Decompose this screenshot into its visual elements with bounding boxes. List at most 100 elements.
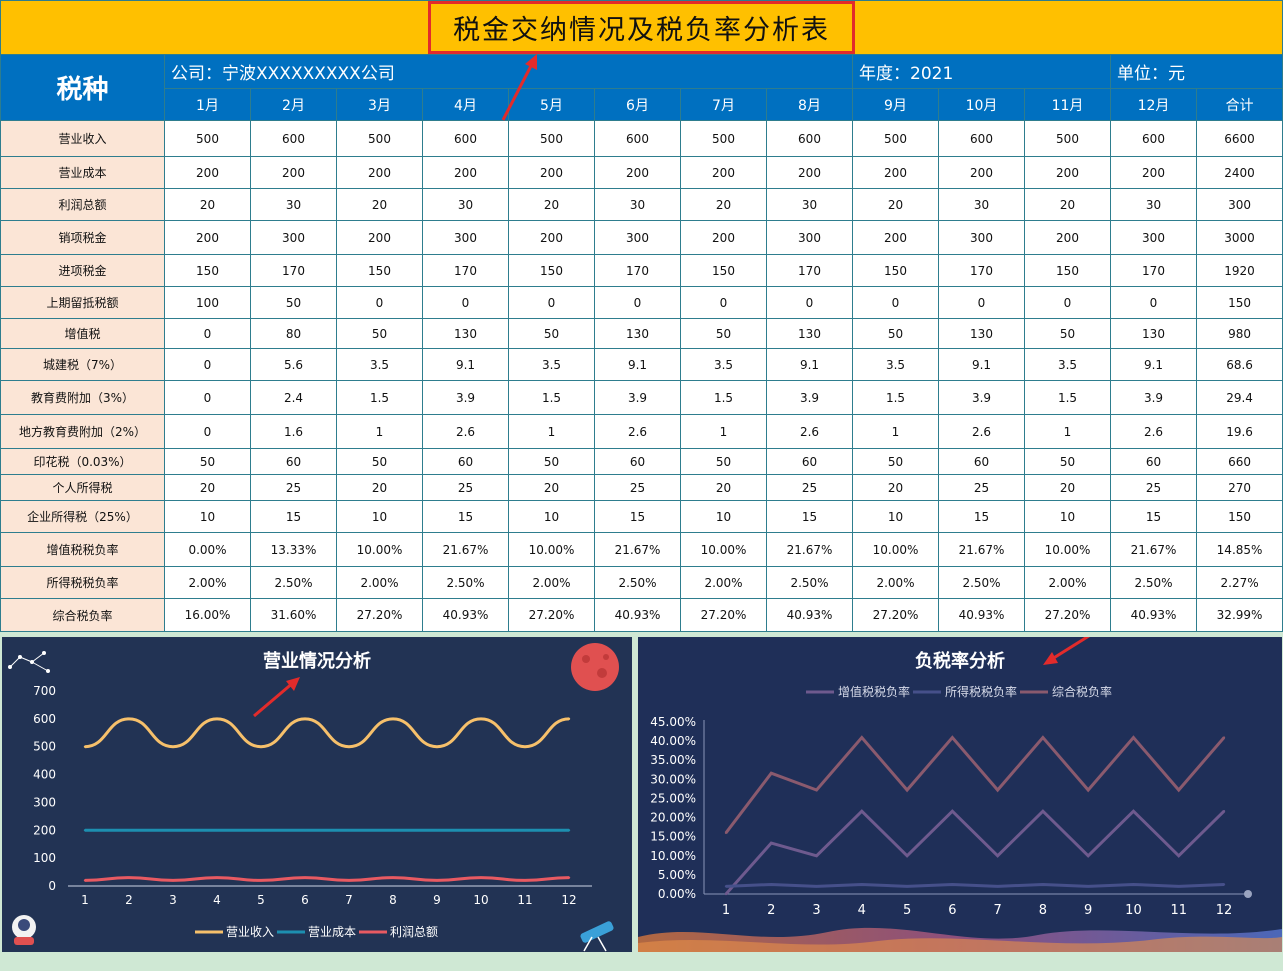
legend-label[interactable]: 营业收入 xyxy=(226,925,274,939)
table-cell[interactable]: 0 xyxy=(164,414,251,449)
table-cell[interactable]: 50 xyxy=(1024,318,1111,349)
data-point[interactable] xyxy=(479,717,483,721)
data-point[interactable] xyxy=(996,885,999,888)
row-label[interactable]: 个人所得税 xyxy=(0,474,165,501)
data-point[interactable] xyxy=(996,854,999,857)
table-cell[interactable]: 5.6 xyxy=(250,348,337,381)
table-cell[interactable]: 0 xyxy=(594,286,681,319)
data-point[interactable] xyxy=(171,745,175,748)
table-cell[interactable]: 50 xyxy=(852,318,939,349)
table-cell[interactable]: 3.9 xyxy=(938,380,1025,415)
data-point[interactable] xyxy=(127,829,131,832)
table-cell[interactable]: 50 xyxy=(164,448,251,475)
data-point[interactable] xyxy=(567,876,571,879)
data-point[interactable] xyxy=(815,854,818,857)
table-cell[interactable]: 40.93% xyxy=(594,598,681,632)
table-cell[interactable]: 200 xyxy=(1110,156,1197,189)
table-cell[interactable]: 10 xyxy=(852,500,939,533)
table-cell[interactable]: 50 xyxy=(508,448,595,475)
column-header[interactable]: 3月 xyxy=(336,88,423,121)
table-cell[interactable]: 150 xyxy=(336,254,423,287)
column-header[interactable]: 2月 xyxy=(250,88,337,121)
table-cell[interactable]: 2400 xyxy=(1195,156,1283,189)
data-point[interactable] xyxy=(1041,736,1045,739)
data-point[interactable] xyxy=(479,876,483,879)
table-cell[interactable]: 600 xyxy=(594,120,681,157)
table-cell[interactable]: 170 xyxy=(938,254,1025,287)
data-point[interactable] xyxy=(391,829,395,832)
data-point[interactable] xyxy=(1086,885,1090,888)
data-point[interactable] xyxy=(171,829,175,832)
table-cell[interactable]: 50 xyxy=(336,318,423,349)
table-cell[interactable]: 20 xyxy=(508,188,595,221)
table-cell[interactable]: 1 xyxy=(508,414,595,449)
table-cell[interactable]: 600 xyxy=(1110,120,1197,157)
row-label[interactable]: 上期留抵税额 xyxy=(0,286,165,319)
table-cell[interactable]: 1 xyxy=(852,414,939,449)
table-cell[interactable]: 3.5 xyxy=(680,348,767,381)
row-label[interactable]: 教育费附加（3%） xyxy=(0,380,165,415)
table-cell[interactable]: 200 xyxy=(164,220,251,255)
data-point[interactable] xyxy=(1177,885,1180,888)
legend-label[interactable]: 营业成本 xyxy=(308,925,356,939)
table-cell[interactable]: 50 xyxy=(1024,448,1111,475)
table-cell[interactable]: 500 xyxy=(164,120,251,157)
table-cell[interactable]: 9.1 xyxy=(1110,348,1197,381)
table-cell[interactable]: 27.20% xyxy=(1024,598,1111,632)
table-cell[interactable]: 10.00% xyxy=(1024,532,1111,567)
table-cell[interactable]: 3.5 xyxy=(508,348,595,381)
row-label[interactable]: 销项税金 xyxy=(0,220,165,255)
table-cell[interactable]: 50 xyxy=(680,448,767,475)
table-cell[interactable]: 2.50% xyxy=(250,566,337,599)
data-point[interactable] xyxy=(1132,809,1135,813)
table-cell[interactable]: 2.6 xyxy=(422,414,509,449)
data-point[interactable] xyxy=(523,879,527,882)
data-point[interactable] xyxy=(1041,883,1045,886)
table-cell[interactable]: 200 xyxy=(852,220,939,255)
data-point[interactable] xyxy=(770,841,773,845)
data-point[interactable] xyxy=(951,883,954,886)
table-cell[interactable]: 20 xyxy=(680,474,767,501)
table-cell[interactable]: 9.1 xyxy=(938,348,1025,381)
table-cell[interactable]: 200 xyxy=(336,156,423,189)
table-cell[interactable]: 30 xyxy=(250,188,337,221)
data-point[interactable] xyxy=(171,879,175,882)
table-cell[interactable]: 0 xyxy=(164,318,251,349)
table-cell[interactable]: 0 xyxy=(1110,286,1197,319)
row-label[interactable]: 营业收入 xyxy=(0,120,165,157)
data-point[interactable] xyxy=(1177,854,1180,857)
table-cell[interactable]: 1.5 xyxy=(1024,380,1111,415)
table-cell[interactable]: 50 xyxy=(680,318,767,349)
data-point[interactable] xyxy=(83,879,87,882)
table-cell[interactable]: 300 xyxy=(250,220,337,255)
data-point[interactable] xyxy=(215,717,219,721)
table-cell[interactable]: 19.6 xyxy=(1195,414,1283,449)
table-cell[interactable]: 10 xyxy=(680,500,767,533)
row-label[interactable]: 所得税税负率 xyxy=(0,566,165,599)
data-point[interactable] xyxy=(996,788,999,792)
table-cell[interactable]: 20 xyxy=(336,188,423,221)
table-cell[interactable]: 27.20% xyxy=(508,598,595,632)
table-cell[interactable]: 1 xyxy=(336,414,423,449)
tax-type-header[interactable]: 税种 xyxy=(0,54,165,121)
row-label[interactable]: 综合税负率 xyxy=(0,598,165,632)
table-cell[interactable]: 1920 xyxy=(1195,254,1283,287)
table-cell[interactable]: 21.67% xyxy=(766,532,853,567)
table-cell[interactable]: 21.67% xyxy=(422,532,509,567)
table-cell[interactable]: 170 xyxy=(766,254,853,287)
table-cell[interactable]: 60 xyxy=(422,448,509,475)
table-cell[interactable]: 600 xyxy=(766,120,853,157)
table-cell[interactable]: 25 xyxy=(1110,474,1197,501)
table-cell[interactable]: 40.93% xyxy=(1110,598,1197,632)
table-cell[interactable]: 980 xyxy=(1195,318,1283,349)
row-label[interactable]: 城建税（7%） xyxy=(0,348,165,381)
table-cell[interactable]: 20 xyxy=(852,188,939,221)
data-point[interactable] xyxy=(1222,883,1226,886)
table-cell[interactable]: 40.93% xyxy=(938,598,1025,632)
table-cell[interactable]: 2.00% xyxy=(1024,566,1111,599)
data-point[interactable] xyxy=(1132,736,1135,739)
table-cell[interactable]: 2.27% xyxy=(1195,566,1283,599)
title-cell[interactable]: 税金交纳情况及税负率分析表 xyxy=(0,0,1283,55)
column-header[interactable]: 合计 xyxy=(1195,88,1283,121)
table-cell[interactable]: 27.20% xyxy=(680,598,767,632)
